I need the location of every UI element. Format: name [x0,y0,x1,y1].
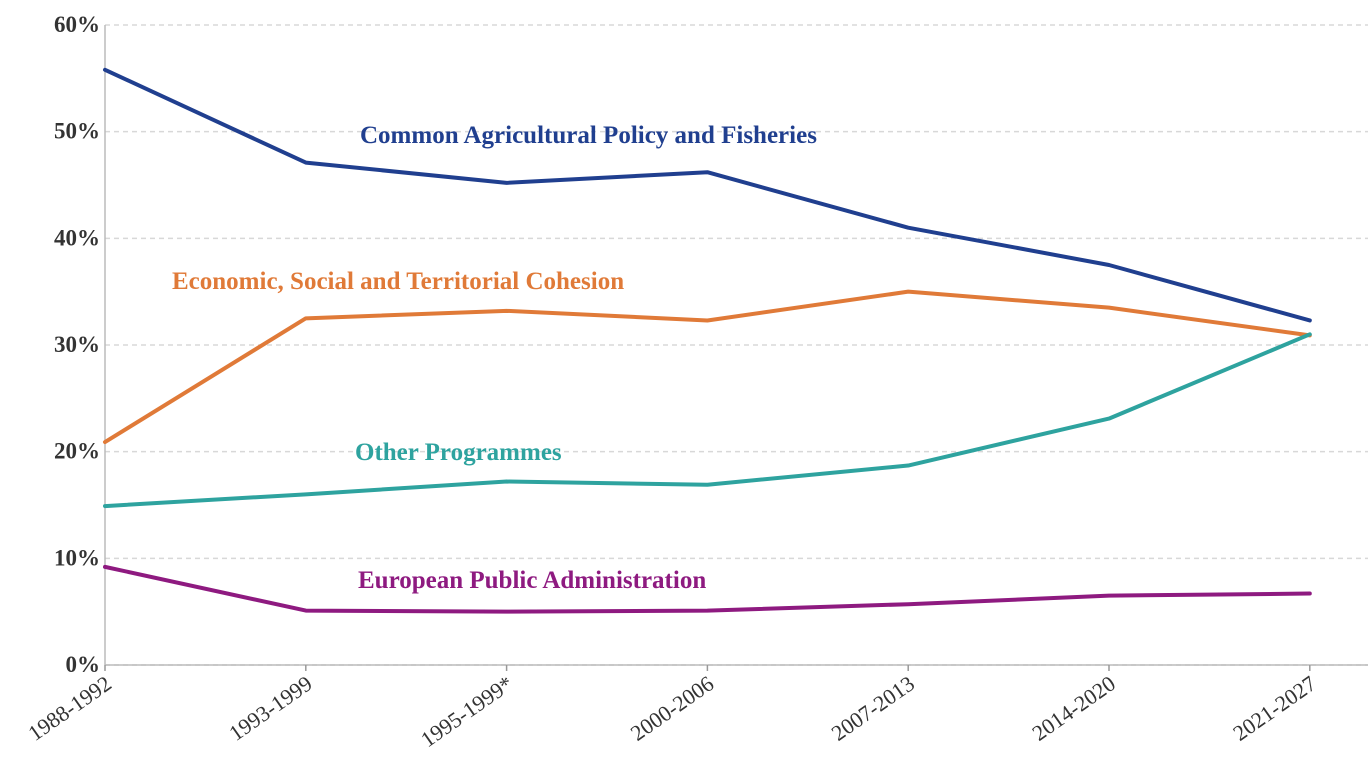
series-line [103,332,1312,509]
y-tick-label: 50% [54,119,100,144]
y-tick-label: 10% [54,545,100,570]
x-tick-label: 1993-1999 [224,671,316,746]
x-tick-label: 2007-2013 [827,671,919,746]
series-label: European Public Administration [358,567,706,594]
y-tick-label: 30% [54,332,100,357]
series-line [103,289,1312,445]
x-tick-label: 1995-1999* [416,671,517,752]
x-tick-label: 2000-2006 [626,671,718,746]
x-tick-label: 2014-2020 [1027,671,1119,746]
y-tick-label: 20% [54,439,100,464]
series-line [103,67,1312,323]
series-line [103,564,1312,614]
y-tick-label: 0% [66,652,101,677]
series-label: Common Agricultural Policy and Fisheries [360,122,817,149]
series-label: Economic, Social and Territorial Cohesio… [172,268,624,295]
x-tick-label: 2021-2027 [1228,671,1320,746]
y-tick-label: 40% [54,225,100,250]
x-tick-label: 1988-1992 [23,671,115,746]
y-tick-label: 60% [54,12,100,37]
series-label: Other Programmes [355,439,562,466]
